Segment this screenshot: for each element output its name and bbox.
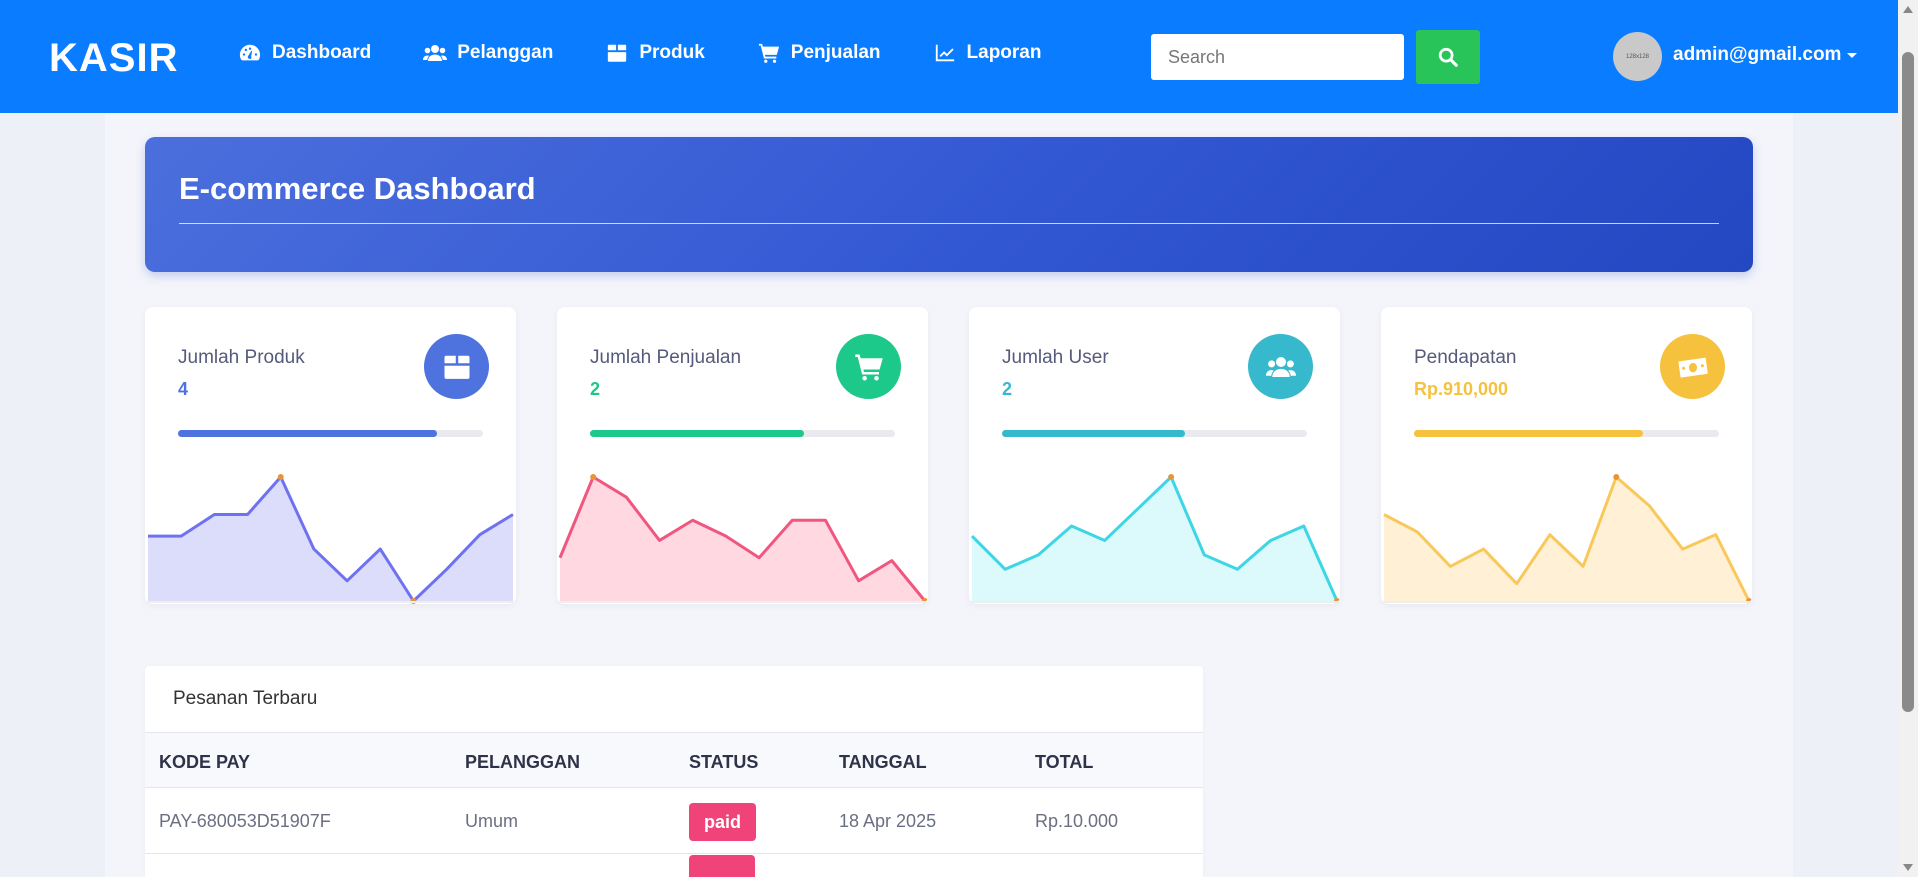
recent-orders-title: Pesanan Terbaru: [173, 688, 318, 709]
user-email: admin@gmail.com: [1673, 44, 1842, 65]
banner-divider: [179, 223, 1719, 224]
stat-card-icon-circle: [836, 334, 901, 399]
sparkline-area: [148, 477, 513, 601]
cart-icon: [854, 354, 883, 380]
sparkline-point: [277, 474, 284, 480]
box-icon: [608, 44, 627, 62]
brand-logo[interactable]: KASIR: [49, 36, 179, 80]
user-menu-dropdown[interactable]: admin@gmail.com: [1673, 44, 1858, 66]
search-input[interactable]: [1151, 34, 1404, 80]
sparkline-chart: [1381, 474, 1752, 604]
cell-kode-pay: PAY-680053D51907F: [159, 811, 331, 831]
column-header-total[interactable]: TOTAL: [1035, 752, 1094, 772]
caret-down-icon: [1847, 52, 1858, 58]
nav-item-label: Produk: [639, 42, 705, 63]
stat-card-label: Jumlah User: [1002, 347, 1109, 368]
sparkline-chart: [557, 474, 928, 604]
progress-fill: [178, 430, 438, 437]
sparkline-point: [1168, 474, 1175, 480]
stat-card-value: 2: [1002, 379, 1013, 399]
sparkline-chart: [145, 474, 516, 604]
users-icon: [423, 45, 448, 61]
table-row[interactable]: PAY-680053D51907F Umum paid 18 Apr 2025 …: [145, 789, 1203, 854]
progress-bar: [1414, 430, 1719, 437]
column-header-kode-pay[interactable]: KODE PAY: [159, 752, 251, 772]
stat-card-produk: Jumlah Produk 4: [145, 307, 516, 604]
sparkline-point: [1613, 474, 1620, 480]
sparkline-line: [148, 475, 514, 603]
nav-item-label: Laporan: [966, 42, 1042, 63]
nav-item-produk[interactable]: Produk: [605, 42, 705, 64]
recent-orders-card: Pesanan Terbaru KODE PAY PELANGGAN STATU…: [145, 666, 1203, 877]
cell-pelanggan: Umum: [465, 811, 518, 831]
sparkline-area: [972, 477, 1337, 601]
stat-card-value: 2: [590, 379, 601, 399]
progress-bar: [590, 430, 895, 437]
stat-card-value: 4: [178, 379, 189, 399]
sparkline-point: [590, 474, 597, 480]
dashboard-banner: E-commerce Dashboard: [145, 137, 1753, 272]
scroll-up-icon[interactable]: [1903, 6, 1913, 13]
stat-card-icon-circle: [1248, 334, 1313, 399]
stat-card-icon-circle: [1660, 334, 1725, 399]
top-navbar: KASIR Dashboard Pelanggan Produk Penjual…: [0, 0, 1898, 113]
search-button[interactable]: [1416, 30, 1480, 84]
nav-item-dashboard[interactable]: Dashboard: [238, 42, 371, 64]
sparkline-line: [1383, 475, 1751, 602]
gauge-icon: [239, 44, 261, 61]
stat-card-pendapatan: Pendapatan Rp.910,000: [1381, 307, 1752, 604]
sparkline-area: [560, 477, 925, 601]
status-badge: [689, 855, 755, 877]
nav-item-label: Pelanggan: [457, 42, 554, 63]
stat-card-icon-circle: [424, 334, 489, 399]
status-badge: paid: [689, 803, 757, 841]
table-header: KODE PAY PELANGGAN STATUS TANGGAL TOTAL: [145, 732, 1203, 788]
nav-item-laporan[interactable]: Laporan: [933, 42, 1042, 64]
stat-card-label: Jumlah Penjualan: [590, 347, 742, 368]
nav-item-penjualan[interactable]: Penjualan: [757, 42, 881, 64]
progress-bar: [178, 430, 483, 437]
cell-tanggal: 18 Apr 2025: [839, 811, 937, 831]
stat-card-user: Jumlah User 2: [969, 307, 1340, 604]
stat-card-value: Rp.910,000: [1414, 379, 1509, 399]
nav-item-label: Dashboard: [272, 42, 372, 63]
progress-fill: [1002, 430, 1185, 437]
sparkline-line: [558, 475, 927, 602]
page-title: E-commerce Dashboard: [179, 171, 536, 206]
sparkline-chart: [969, 474, 1340, 604]
progress-fill: [590, 430, 804, 437]
progress-fill: [1414, 430, 1643, 437]
column-header-pelanggan[interactable]: PELANGGAN: [465, 752, 581, 772]
users-icon: [1265, 356, 1296, 377]
stat-card-label: Pendapatan: [1414, 347, 1517, 368]
money-icon: [1677, 357, 1708, 378]
cell-total: Rp.10.000: [1035, 811, 1119, 831]
chart-line-icon: [935, 44, 954, 62]
nav-item-label: Penjualan: [790, 42, 881, 63]
sparkline-line: [970, 475, 1339, 602]
avatar[interactable]: 128x128: [1613, 32, 1662, 81]
page-scrollbar[interactable]: [1898, 0, 1918, 877]
nav-item-pelanggan[interactable]: Pelanggan: [423, 42, 553, 64]
column-header-tanggal[interactable]: TANGGAL: [839, 752, 927, 772]
table-row[interactable]: [145, 855, 1203, 877]
scroll-down-icon[interactable]: [1903, 864, 1913, 871]
search-icon: [1438, 47, 1458, 67]
box-icon: [444, 355, 469, 379]
stat-card-label: Jumlah Produk: [178, 347, 305, 368]
scroll-thumb[interactable]: [1902, 52, 1914, 712]
column-header-status[interactable]: STATUS: [689, 752, 759, 772]
main-nav: Dashboard Pelanggan Produk Penjualan Lap…: [238, 42, 1093, 64]
stat-card-penjualan: Jumlah Penjualan 2: [557, 307, 928, 604]
sparkline-area: [1384, 477, 1749, 601]
cart-icon: [758, 43, 779, 63]
progress-bar: [1002, 430, 1307, 437]
